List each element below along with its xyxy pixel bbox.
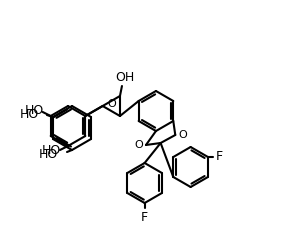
Text: HO: HO bbox=[24, 105, 44, 118]
Text: O: O bbox=[108, 99, 116, 109]
Text: F: F bbox=[141, 211, 148, 224]
Text: HO: HO bbox=[42, 144, 61, 157]
Text: HO: HO bbox=[39, 148, 58, 160]
Text: OH: OH bbox=[115, 71, 134, 84]
Text: HO: HO bbox=[20, 108, 39, 121]
Text: F: F bbox=[216, 151, 223, 164]
Text: O: O bbox=[134, 140, 143, 150]
Text: O: O bbox=[178, 130, 187, 140]
